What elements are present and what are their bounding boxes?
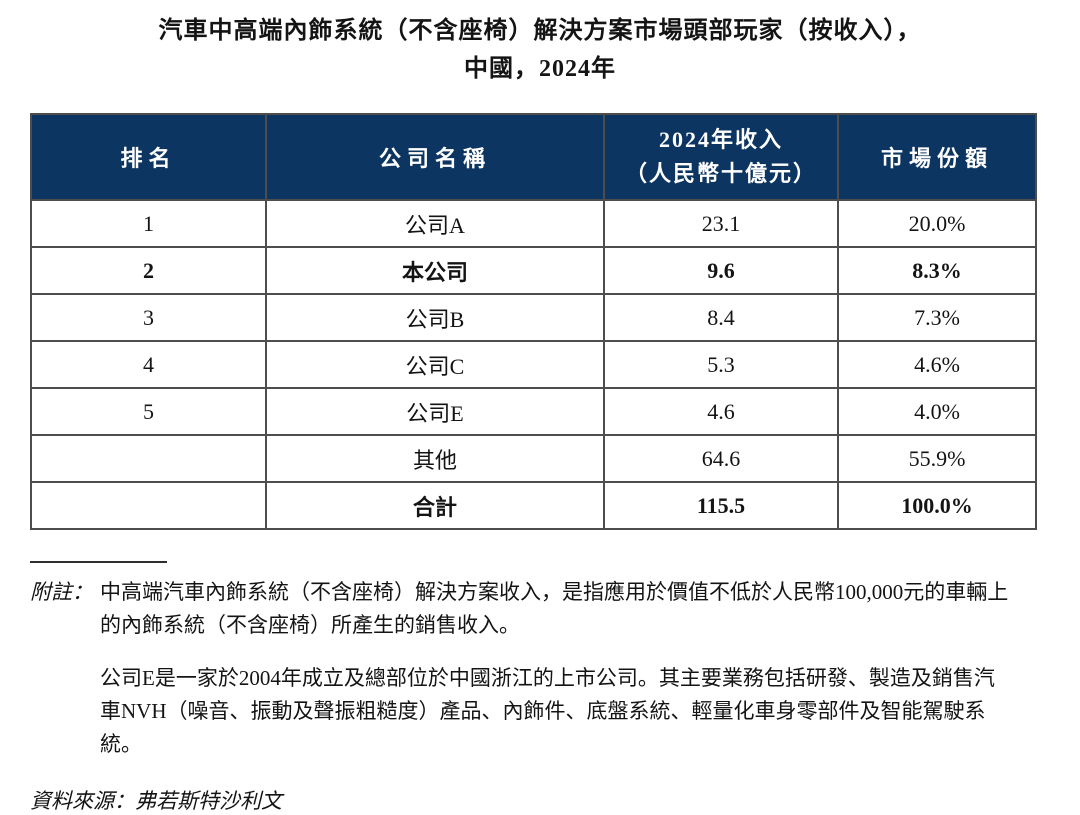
table-row: 4 公司C 5.3 4.6% [30,340,1037,389]
cell-rank: 4 [30,340,267,389]
cell-share: 4.0% [837,387,1037,436]
table-row: 5 公司E 4.6 4.0% [30,387,1037,436]
cell-rank: 3 [30,293,267,342]
cell-revenue: 115.5 [603,481,839,530]
cell-company: 公司E [265,387,605,436]
cell-share: 20.0% [837,199,1037,248]
table-row: 合計 115.5 100.0% [30,481,1037,530]
table-row: 2 本公司 9.6 8.3% [30,246,1037,295]
cell-rank: 5 [30,387,267,436]
cell-revenue: 5.3 [603,340,839,389]
cell-company: 公司C [265,340,605,389]
table-row: 3 公司B 8.4 7.3% [30,293,1037,342]
market-share-table: 排名 公司名稱 2024年收入 （人民幣十億元） 市場份額 1 公司A 23.1 20… [30,113,1037,530]
header-rank: 排名 [30,113,267,201]
cell-share: 7.3% [837,293,1037,342]
table-body: 1 公司A 23.1 20.0% 2 本公司 9.6 8.3% 3 公司B 8.4 7.3% 4 公司C 5… [30,199,1037,530]
cell-rank: 2 [30,246,267,295]
footnote-1-row: 附註： 中高端汽車內飾系統（不含座椅）解決方案收入，是指應用於價值不低於人民幣1… [30,576,1035,642]
cell-rank [30,434,267,483]
table-row: 其他 64.6 55.9% [30,434,1037,483]
cell-company: 公司B [265,293,605,342]
cell-share: 100.0% [837,481,1037,530]
cell-rank [30,481,267,530]
header-revenue-line-2: （人民幣十億元） [624,161,817,186]
cell-revenue: 23.1 [603,199,839,248]
title-line-2: 中國，2024年 [464,56,616,82]
footnote-divider [30,561,167,563]
cell-share: 55.9% [837,434,1037,483]
footnote-2-text: 公司E是一家於2004年成立及總部位於中國浙江的上市公司。其主要業務包括研發、製… [100,666,995,756]
table-header-row: 排名 公司名稱 2024年收入 （人民幣十億元） 市場份額 [30,113,1037,201]
footnotes-section: 附註： 中高端汽車內飾系統（不含座椅）解決方案收入，是指應用於價值不低於人民幣1… [30,561,1035,815]
header-share: 市場份額 [837,113,1037,201]
header-revenue: 2024年收入 （人民幣十億元） [603,113,839,201]
title-line-1: 汽車中高端內飾系統（不含座椅）解決方案市場頭部玩家（按收入）， [158,18,922,44]
cell-revenue: 9.6 [603,246,839,295]
cell-share: 4.6% [837,340,1037,389]
cell-company: 其他 [265,434,605,483]
cell-rank: 1 [30,199,267,248]
table-row: 1 公司A 23.1 20.0% [30,199,1037,248]
header-revenue-line-1: 2024年收入 [658,127,783,152]
footnote-label: 附註： [30,580,93,604]
footnote-1-text: 中高端汽車內飾系統（不含座椅）解決方案收入，是指應用於價值不低於人民幣100,0… [100,580,1009,637]
page-title: 汽車中高端內飾系統（不含座椅）解決方案市場頭部玩家（按收入）， 中國，2024年 [0,0,1080,88]
data-source-line: 資料來源：弗若斯特沙利文 [30,789,282,813]
cell-revenue: 4.6 [603,387,839,436]
cell-company: 合計 [265,481,605,530]
cell-share: 8.3% [837,246,1037,295]
cell-revenue: 64.6 [603,434,839,483]
cell-company: 本公司 [265,246,605,295]
cell-company: 公司A [265,199,605,248]
cell-revenue: 8.4 [603,293,839,342]
header-company: 公司名稱 [265,113,605,201]
